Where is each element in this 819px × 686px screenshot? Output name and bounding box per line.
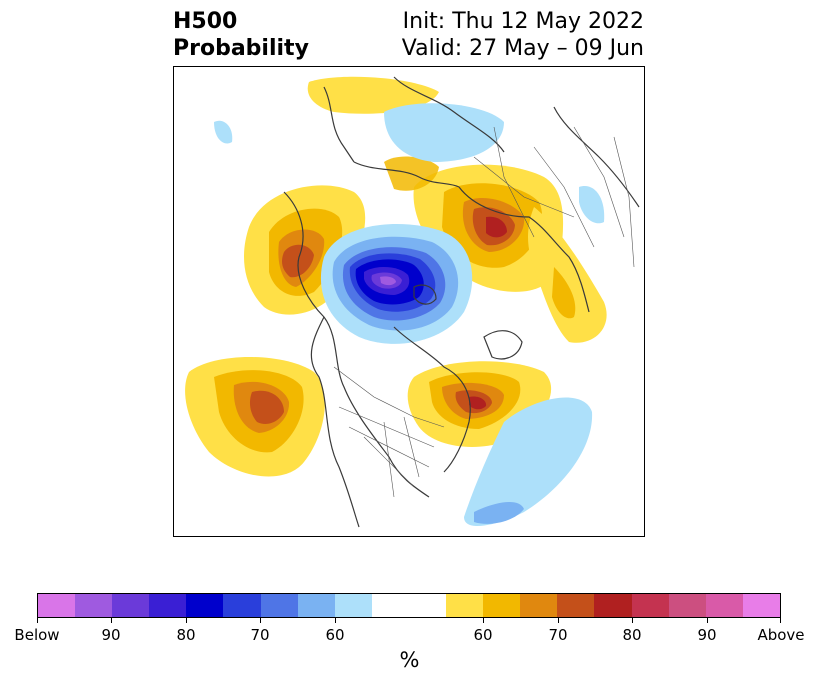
colorbar-tick-label: 90	[101, 626, 121, 644]
colorbar-segment	[260, 594, 298, 617]
title-variable: H500	[173, 9, 238, 34]
colorbar-segment	[75, 594, 113, 617]
colorbar-segment	[38, 594, 76, 617]
colorbar-tick	[260, 618, 261, 623]
colorbar-unit-label: %	[399, 648, 420, 672]
anomaly-russia-trough	[214, 103, 605, 224]
colorbar-tick-label: Above	[757, 626, 805, 644]
colorbar-ticks: Below 90 80 70 60 60 70 80 90 Above	[14, 618, 805, 644]
anomaly-atlantic-trough	[464, 397, 593, 527]
colorbar-tick-label: 60	[325, 626, 345, 644]
colorbar-segment	[446, 594, 484, 617]
valid-period: Valid: 27 May – 09 Jun	[401, 36, 644, 61]
colorbar-tick	[335, 618, 336, 623]
colorbar-segment	[520, 594, 558, 617]
map-panel	[173, 66, 645, 537]
colorbar-segment	[186, 594, 224, 617]
anomaly-north-pacific-ridge	[185, 357, 325, 477]
colorbar-segment	[483, 594, 521, 617]
colorbar-segment	[334, 594, 372, 617]
coastlines	[283, 76, 640, 528]
colorbar-tick-label: Below	[14, 626, 60, 644]
colorbar-tick-label: 70	[548, 626, 568, 644]
colorbar-segment	[668, 594, 706, 617]
colorbar-segment	[742, 594, 780, 617]
anomaly-alaska-pacific-trough	[320, 224, 473, 344]
colorbar-segment	[408, 594, 447, 617]
colorbar-segment	[705, 594, 743, 617]
colorbar-segment	[223, 594, 261, 617]
colorbar-tick-label: 70	[250, 626, 270, 644]
colorbar-tick	[707, 618, 708, 623]
colorbar-tick	[186, 618, 187, 623]
colorbar-tick	[111, 618, 112, 623]
colorbar-segment	[149, 594, 187, 617]
colorbar-tick-label: 80	[176, 626, 196, 644]
colorbar-segment	[557, 594, 595, 617]
colorbar-tick	[558, 618, 559, 623]
colorbar-segment	[371, 594, 409, 617]
colorbar-segment	[297, 594, 335, 617]
colorbar-segment	[594, 594, 632, 617]
colorbar	[37, 593, 781, 618]
colorbar-tick-label: 80	[622, 626, 642, 644]
colorbar-segment	[112, 594, 150, 617]
anomaly-map	[185, 76, 640, 528]
colorbar-tick	[632, 618, 633, 623]
chart-title: H500 Probability	[173, 8, 309, 62]
colorbar-tick-label: 60	[473, 626, 493, 644]
colorbar-segment	[631, 594, 669, 617]
colorbar-tick	[483, 618, 484, 623]
title-quantity: Probability	[173, 36, 309, 61]
init-date: Init: Thu 12 May 2022	[402, 9, 644, 34]
forecast-dates: Init: Thu 12 May 2022 Valid: 27 May – 09…	[402, 8, 644, 62]
colorbar-tick	[780, 618, 781, 623]
anomaly-greenland-ridge	[528, 207, 607, 343]
colorbar-tick	[37, 618, 38, 623]
colorbar-tick-label: 90	[697, 626, 717, 644]
country-borders	[333, 126, 635, 498]
